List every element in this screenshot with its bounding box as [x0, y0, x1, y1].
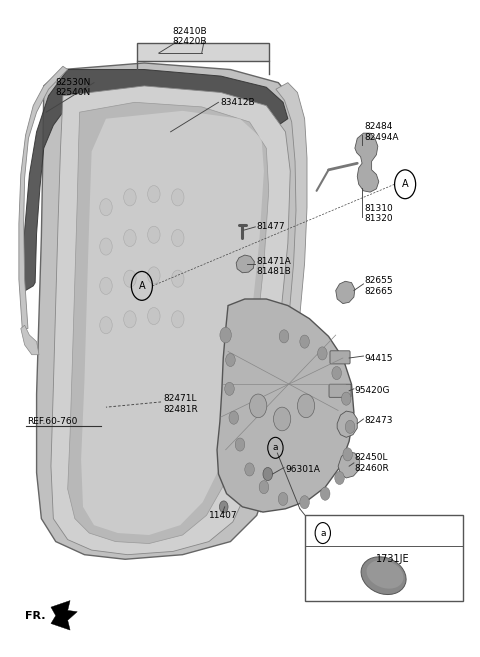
FancyBboxPatch shape	[305, 515, 463, 600]
Circle shape	[148, 226, 160, 243]
Circle shape	[318, 347, 327, 360]
Circle shape	[100, 198, 112, 215]
Text: a: a	[273, 443, 278, 452]
FancyBboxPatch shape	[330, 351, 350, 364]
Polygon shape	[217, 299, 354, 512]
Text: 82450L
82460R: 82450L 82460R	[355, 453, 390, 472]
Circle shape	[279, 330, 289, 343]
Polygon shape	[260, 83, 307, 512]
Text: 83412B: 83412B	[221, 98, 255, 107]
Circle shape	[229, 411, 239, 424]
Polygon shape	[336, 281, 355, 304]
Text: 82655
82665: 82655 82665	[364, 276, 393, 296]
Circle shape	[124, 229, 136, 246]
Polygon shape	[21, 325, 39, 355]
Polygon shape	[68, 102, 269, 543]
Text: 96301A: 96301A	[286, 465, 320, 474]
Ellipse shape	[361, 556, 406, 595]
Circle shape	[335, 472, 344, 484]
Polygon shape	[337, 411, 357, 438]
Circle shape	[219, 501, 228, 512]
Polygon shape	[338, 452, 360, 478]
Circle shape	[171, 229, 184, 246]
Circle shape	[300, 335, 310, 348]
Circle shape	[341, 392, 351, 405]
Text: 1731JE: 1731JE	[376, 555, 410, 564]
Polygon shape	[236, 255, 254, 273]
Circle shape	[171, 311, 184, 328]
Circle shape	[300, 495, 310, 509]
Polygon shape	[51, 600, 77, 630]
Text: 82530N
82540N: 82530N 82540N	[56, 78, 91, 97]
Circle shape	[274, 407, 291, 431]
Ellipse shape	[367, 560, 404, 589]
FancyBboxPatch shape	[329, 384, 351, 397]
Circle shape	[245, 463, 254, 476]
Circle shape	[278, 492, 288, 505]
Text: 81471A
81481B: 81471A 81481B	[257, 256, 291, 276]
Text: 82473: 82473	[364, 416, 393, 425]
Circle shape	[171, 270, 184, 287]
Circle shape	[250, 394, 267, 418]
Text: 81310
81320: 81310 81320	[364, 204, 393, 223]
Text: FR.: FR.	[24, 610, 45, 621]
Circle shape	[298, 394, 315, 418]
Circle shape	[148, 307, 160, 325]
Circle shape	[235, 438, 245, 451]
Text: 11407: 11407	[209, 511, 238, 520]
Circle shape	[124, 189, 136, 206]
Circle shape	[225, 382, 234, 396]
Circle shape	[343, 448, 352, 461]
Circle shape	[220, 327, 231, 343]
Circle shape	[148, 185, 160, 202]
Polygon shape	[19, 66, 68, 328]
Text: 81477: 81477	[257, 222, 286, 231]
Circle shape	[171, 189, 184, 206]
Text: 82484
82494A: 82484 82494A	[364, 122, 399, 141]
Polygon shape	[355, 133, 379, 192]
Text: 94415: 94415	[364, 353, 393, 363]
Circle shape	[259, 481, 269, 493]
Circle shape	[100, 317, 112, 334]
Text: a: a	[320, 528, 325, 537]
Circle shape	[226, 353, 235, 367]
Text: A: A	[402, 179, 408, 189]
Text: 95420G: 95420G	[355, 386, 390, 396]
Circle shape	[124, 270, 136, 287]
Text: A: A	[139, 281, 145, 291]
Text: REF.60-760: REF.60-760	[27, 417, 77, 426]
Text: 82410B
82420B: 82410B 82420B	[172, 27, 207, 47]
FancyBboxPatch shape	[137, 43, 269, 61]
Polygon shape	[81, 111, 264, 535]
Circle shape	[148, 267, 160, 284]
Polygon shape	[51, 86, 290, 555]
Circle shape	[100, 238, 112, 255]
Circle shape	[332, 367, 341, 380]
Text: 82471L
82481R: 82471L 82481R	[163, 394, 198, 414]
Circle shape	[124, 311, 136, 328]
Polygon shape	[36, 63, 305, 559]
Polygon shape	[22, 70, 288, 292]
Circle shape	[100, 277, 112, 294]
Circle shape	[263, 468, 273, 481]
Circle shape	[321, 487, 330, 500]
Circle shape	[345, 420, 355, 434]
